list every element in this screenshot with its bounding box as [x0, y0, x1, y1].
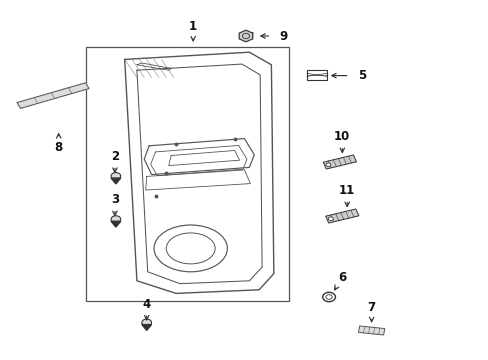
Text: 8: 8 — [55, 141, 62, 154]
Bar — [358, 326, 384, 335]
Text: 1: 1 — [189, 21, 197, 33]
Polygon shape — [142, 325, 151, 330]
Circle shape — [142, 319, 151, 326]
Bar — [323, 155, 356, 169]
Polygon shape — [111, 178, 121, 184]
Bar — [325, 209, 358, 223]
Text: 4: 4 — [142, 298, 150, 311]
Polygon shape — [239, 30, 252, 42]
Text: 9: 9 — [279, 30, 287, 42]
Text: 6: 6 — [338, 271, 346, 284]
Text: 11: 11 — [338, 184, 355, 197]
Text: 5: 5 — [357, 69, 365, 82]
Polygon shape — [17, 83, 89, 108]
Polygon shape — [111, 221, 121, 227]
Text: 7: 7 — [367, 301, 375, 314]
Text: 3: 3 — [111, 193, 119, 206]
Circle shape — [111, 172, 121, 180]
Circle shape — [328, 217, 333, 221]
Circle shape — [325, 163, 330, 167]
Text: 2: 2 — [111, 150, 119, 163]
Bar — [85, 47, 288, 301]
Circle shape — [111, 216, 121, 223]
Text: 10: 10 — [333, 130, 350, 143]
